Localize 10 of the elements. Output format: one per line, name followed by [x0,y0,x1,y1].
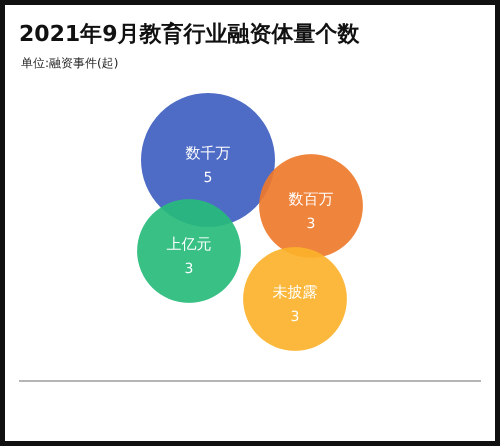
text: 单位:融资事件(起) [21,56,118,70]
category-label: 数千万 [186,144,230,162]
data-label: 5 [204,170,212,186]
text: 2021年9月教育行业融资体量个数 [19,21,361,47]
category-label: 未披露 [272,283,318,301]
data-label: 3 [184,261,194,277]
category-label: 数百万 [288,190,334,208]
data-label: 3 [306,216,316,232]
data-label: 3 [290,309,300,325]
category-label: 上亿元 [166,235,212,253]
